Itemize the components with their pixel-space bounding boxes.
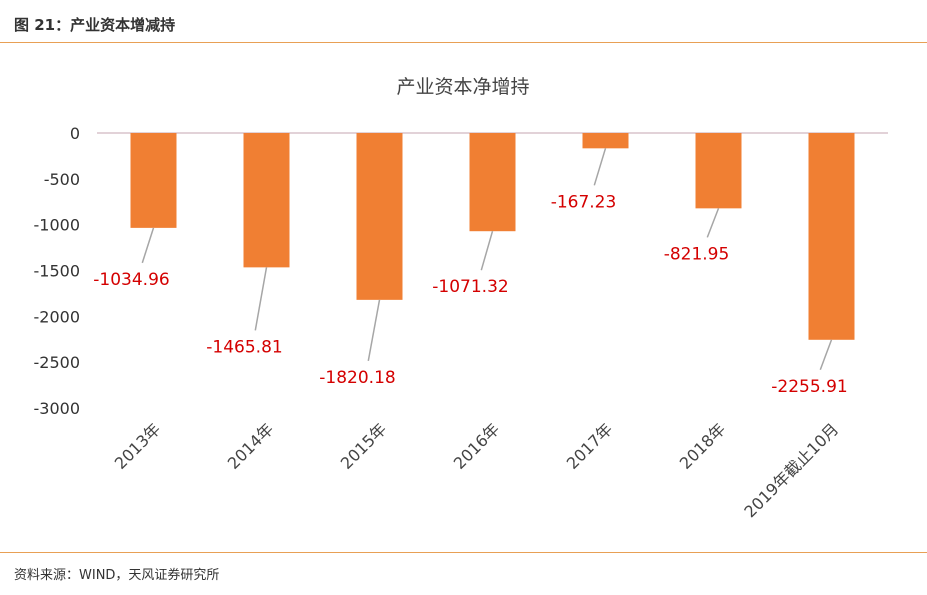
x-tick-label: 2014年 [224, 419, 278, 473]
bar [243, 133, 290, 268]
leader-line [593, 148, 607, 186]
data-label: -1071.32 [432, 277, 508, 297]
chart-title: 产业资本净增持 [396, 76, 529, 98]
leader-line [254, 267, 268, 331]
bars [130, 133, 855, 340]
data-label: -1034.96 [93, 270, 169, 290]
y-tick-label: -1000 [34, 216, 81, 235]
x-tick-label: 2019年截止10月 [740, 419, 842, 521]
data-label: -1820.18 [319, 368, 395, 388]
source-note: 资料来源：WIND，天风证券研究所 [14, 568, 220, 583]
leader-lines [141, 148, 833, 371]
y-tick-label: -1500 [34, 262, 81, 281]
y-tick-label: -500 [44, 170, 80, 189]
data-label: -2255.91 [771, 377, 847, 397]
leader-line [819, 339, 833, 371]
data-label: -167.23 [551, 192, 617, 212]
bar [130, 133, 177, 228]
x-axis: 2013年 2014年 2015年 2016年 2017年 2018年 2019年截止10月 [111, 419, 843, 521]
bar [582, 133, 629, 149]
x-tick-label: 2018年 [676, 419, 730, 473]
y-axis: 0 -500 -1000 -1500 -2000 -2500 -3000 [34, 124, 81, 418]
y-tick-label: -2500 [34, 353, 81, 372]
leader-line [367, 299, 381, 361]
top-rule [0, 42, 927, 43]
x-tick-label: 2017年 [563, 419, 617, 473]
bottom-rule [0, 552, 927, 553]
bar [695, 133, 742, 209]
y-tick-label: 0 [70, 124, 80, 143]
y-tick-label: -3000 [34, 399, 81, 418]
bar [469, 133, 516, 232]
leader-line [480, 230, 494, 271]
y-tick-label: -2000 [34, 307, 81, 326]
bar [808, 133, 855, 340]
x-tick-label: 2013年 [111, 419, 165, 473]
figure-title: 图 21：产业资本增减持 [14, 16, 176, 34]
bar [356, 133, 403, 300]
data-label: -1465.81 [206, 337, 282, 357]
x-tick-label: 2016年 [450, 419, 504, 473]
x-tick-label: 2015年 [337, 419, 391, 473]
data-labels: -1034.96 -1465.81 -1820.18 -1071.32 -167.23 -… [93, 192, 847, 396]
leader-line [706, 208, 720, 238]
data-label: -821.95 [664, 244, 730, 264]
leader-line [141, 227, 155, 264]
